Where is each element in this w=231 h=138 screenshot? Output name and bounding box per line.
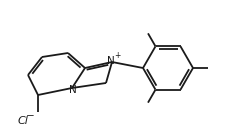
- Text: −: −: [26, 111, 34, 121]
- Text: N: N: [107, 56, 115, 66]
- Text: +: +: [114, 51, 120, 60]
- Text: N: N: [69, 85, 77, 95]
- Text: Cl: Cl: [18, 116, 29, 126]
